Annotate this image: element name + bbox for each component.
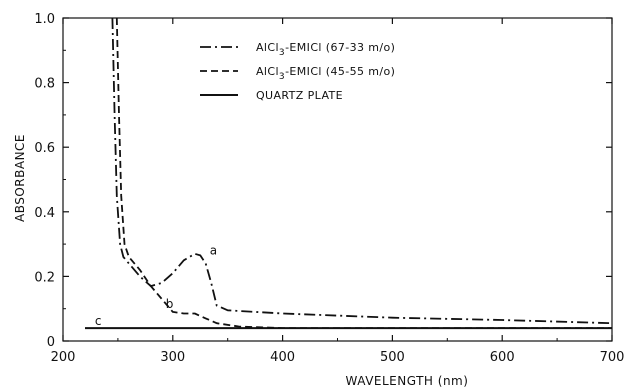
y-tick-label: 1.0 xyxy=(34,12,55,27)
x-tick-label: 200 xyxy=(51,350,76,365)
curve-label-a: a xyxy=(210,244,217,258)
y-tick-label: 0.2 xyxy=(34,270,55,285)
series-lines xyxy=(85,17,613,330)
legend-label-a: AlCl3-EMICl (67-33 m/o) xyxy=(256,41,395,58)
y-tick-label: 0.6 xyxy=(34,141,55,156)
x-tick-label: 400 xyxy=(270,350,295,365)
x-tick-label: 700 xyxy=(600,350,625,365)
y-tick-label: 0.8 xyxy=(34,77,55,92)
x-tick-label: 600 xyxy=(490,350,515,365)
series-line-a xyxy=(111,17,613,325)
curve-label-c: c xyxy=(95,314,102,328)
y-tick-label: 0 xyxy=(47,335,55,350)
x-axis-title: WAVELENGTH (nm) xyxy=(346,374,469,388)
curve-label-b: b xyxy=(166,297,174,311)
x-axis: 200 300 400 500 600 700 xyxy=(51,18,625,365)
x-tick-label: 300 xyxy=(160,350,185,365)
y-axis-title: ABSORBANCE xyxy=(13,134,27,222)
legend-label-c: QUARTZ PLATE xyxy=(256,89,343,102)
curve-labels: a b c xyxy=(95,244,217,329)
legend-label-b: AlCl3-EMICl (45-55 m/o) xyxy=(256,65,395,82)
y-tick-label: 0.4 xyxy=(34,206,55,221)
y-axis: 0 0.2 0.4 0.6 0.8 1.0 xyxy=(34,12,612,350)
x-tick-label: 500 xyxy=(380,350,405,365)
legend: AlCl3-EMICl (67-33 m/o) AlCl3-EMICl (45-5… xyxy=(200,41,395,102)
